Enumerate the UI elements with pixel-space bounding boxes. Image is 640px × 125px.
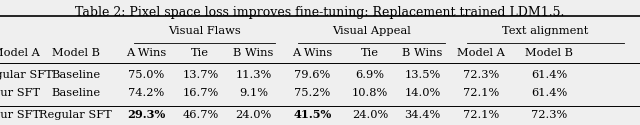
Text: Table 2: Pixel space loss improves fine-tuning: Replacement trained LDM1.5.: Table 2: Pixel space loss improves fine-… xyxy=(76,6,564,19)
Text: 11.3%: 11.3% xyxy=(236,70,271,80)
Text: 41.5%: 41.5% xyxy=(293,110,332,120)
Text: B Wins: B Wins xyxy=(233,48,274,58)
Text: Baseline: Baseline xyxy=(51,70,100,80)
Text: 79.6%: 79.6% xyxy=(294,70,330,80)
Text: Model A: Model A xyxy=(0,48,40,58)
Text: Tie: Tie xyxy=(361,48,379,58)
Text: 61.4%: 61.4% xyxy=(531,88,567,98)
Text: 72.3%: 72.3% xyxy=(531,110,567,120)
Text: Baseline: Baseline xyxy=(51,88,100,98)
Text: Regular SFT: Regular SFT xyxy=(0,70,52,80)
Text: Tie: Tie xyxy=(191,48,209,58)
Text: 24.0%: 24.0% xyxy=(236,110,271,120)
Text: A Wins: A Wins xyxy=(292,48,332,58)
Text: 29.3%: 29.3% xyxy=(127,110,165,120)
Text: 16.7%: 16.7% xyxy=(182,88,218,98)
Text: 74.2%: 74.2% xyxy=(128,88,164,98)
Text: Our SFT: Our SFT xyxy=(0,88,40,98)
Text: 72.1%: 72.1% xyxy=(463,110,499,120)
Text: B Wins: B Wins xyxy=(402,48,443,58)
Text: 10.8%: 10.8% xyxy=(352,88,388,98)
Text: Visual Appeal: Visual Appeal xyxy=(332,26,411,36)
Text: 14.0%: 14.0% xyxy=(404,88,440,98)
Text: 13.5%: 13.5% xyxy=(404,70,440,80)
Text: 72.3%: 72.3% xyxy=(463,70,499,80)
Text: 34.4%: 34.4% xyxy=(404,110,440,120)
Text: 61.4%: 61.4% xyxy=(531,70,567,80)
Text: 75.0%: 75.0% xyxy=(128,70,164,80)
Text: 6.9%: 6.9% xyxy=(355,70,385,80)
Text: Visual Flaws: Visual Flaws xyxy=(168,26,241,36)
Text: 24.0%: 24.0% xyxy=(352,110,388,120)
Text: 46.7%: 46.7% xyxy=(182,110,218,120)
Text: Our SFT: Our SFT xyxy=(0,110,40,120)
Text: Model A: Model A xyxy=(458,48,505,58)
Text: Model B: Model B xyxy=(525,48,573,58)
Text: A Wins: A Wins xyxy=(126,48,166,58)
Text: 13.7%: 13.7% xyxy=(182,70,218,80)
Text: 9.1%: 9.1% xyxy=(239,88,268,98)
Text: 75.2%: 75.2% xyxy=(294,88,330,98)
Text: Text alignment: Text alignment xyxy=(502,26,589,36)
Text: 72.1%: 72.1% xyxy=(463,88,499,98)
Text: Regular SFT: Regular SFT xyxy=(39,110,112,120)
Text: Model B: Model B xyxy=(51,48,100,58)
